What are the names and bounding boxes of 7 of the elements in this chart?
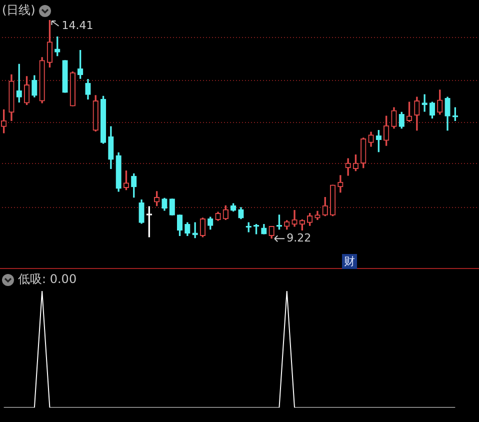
annotation: 14.41	[62, 18, 94, 32]
candlestick	[345, 158, 351, 176]
annotation: 9.22	[286, 231, 312, 244]
candlestick	[192, 222, 198, 238]
chart-title: (日线)	[2, 2, 36, 19]
text: 财	[342, 254, 357, 269]
chart-title: 低吸: 0.00	[18, 271, 77, 288]
